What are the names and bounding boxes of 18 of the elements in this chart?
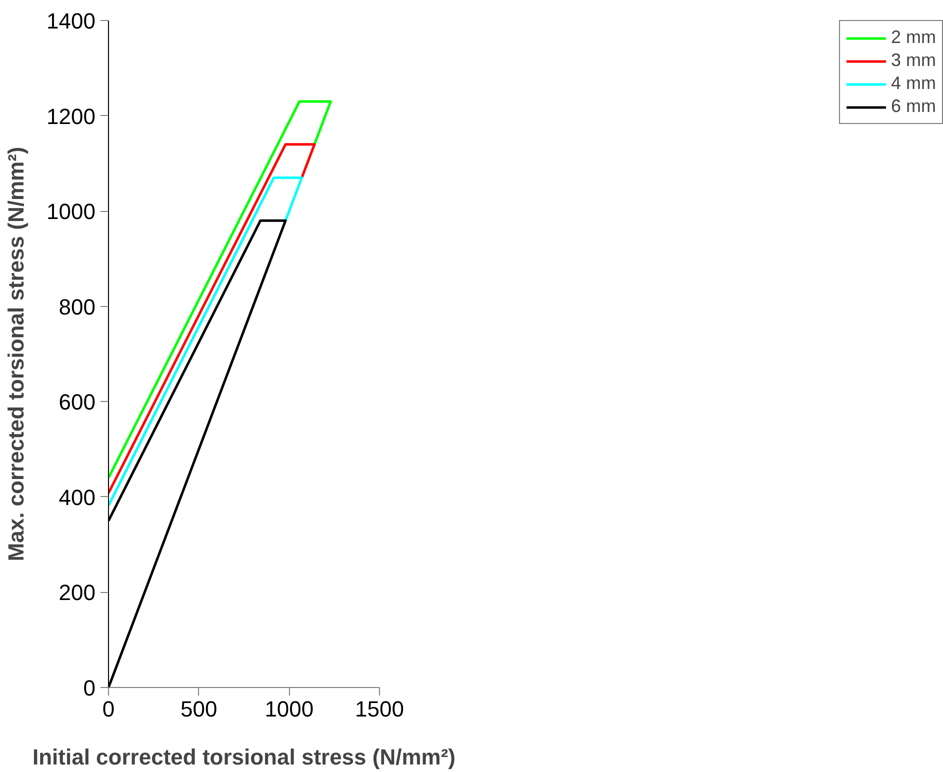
x-axis-title: Initial corrected torsional stress (N/mm²) [32, 744, 456, 770]
y-tick-label: 600 [58, 390, 96, 415]
x-tick-label: 500 [180, 696, 218, 722]
legend-label: 3 mm [891, 50, 936, 71]
legend-label: 4 mm [891, 73, 936, 94]
legend-label: 2 mm [891, 27, 936, 48]
y-tick-label: 200 [58, 580, 96, 606]
y-tick-label: 0 [83, 676, 96, 700]
y-axis-title: Max. corrected torsional stress (N/mm²) [4, 146, 29, 562]
x-tick-label: 0 [102, 696, 115, 722]
y-tick-label: 1000 [46, 199, 96, 224]
legend-label: 6 mm [891, 96, 936, 117]
y-tick-label: 1200 [46, 104, 96, 129]
x-tick-label: 1000 [264, 696, 314, 722]
y-tick-label: 400 [58, 484, 96, 510]
y-tick-label: 800 [58, 294, 96, 320]
x-tick-label: 1500 [355, 696, 404, 722]
y-tick-label: 1400 [46, 8, 96, 34]
